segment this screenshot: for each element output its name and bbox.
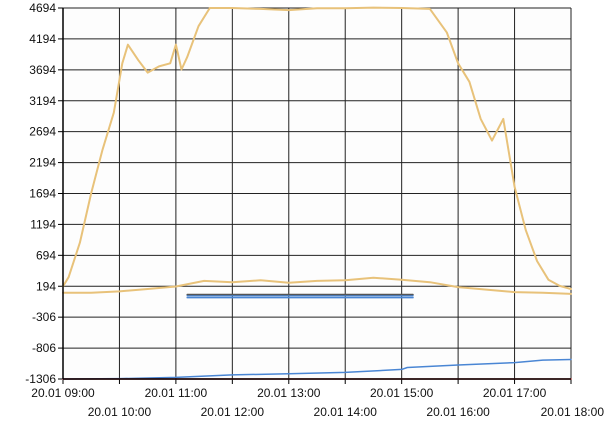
y-tick-label: 3194 — [29, 94, 56, 108]
y-tick-label: 1694 — [29, 187, 56, 201]
grid-lines — [62, 7, 572, 380]
x-tick-label: 20.01 15:00 — [370, 386, 434, 400]
y-tick-label: 4694 — [29, 1, 56, 15]
y-tick-label: 694 — [36, 248, 56, 262]
y-tick-label: 194 — [36, 279, 56, 293]
y-tick-label: -1306 — [25, 372, 56, 386]
y-tick-label: 2694 — [29, 125, 56, 139]
x-tick-label: 20.01 17:00 — [483, 386, 547, 400]
x-tick-label: 20.01 09:00 — [31, 386, 95, 400]
y-tick-label: 3694 — [29, 63, 56, 77]
y-tick-label: 2194 — [29, 156, 56, 170]
x-tick-label: 20.01 13:00 — [257, 386, 321, 400]
y-tick-label: -306 — [32, 310, 56, 324]
x-tick-label: 20.01 10:00 — [88, 405, 152, 419]
y-tick-label: 4194 — [29, 32, 56, 46]
x-axis-ticks: 20.01 09:00 20.01 10:00 20.01 11:00 20.01 1… — [31, 379, 604, 419]
y-axis-ticks: 4694 4194 3694 3194 2694 2194 1694 1194 694 194 -3… — [25, 1, 63, 386]
y-tick-label: 1194 — [30, 217, 56, 231]
x-tick-label: 20.01 18:00 — [541, 405, 605, 419]
y-tick-label: -806 — [32, 341, 56, 355]
series-line — [62, 6, 572, 290]
x-tick-label: 20.01 12:00 — [201, 405, 265, 419]
x-tick-label: 20.01 14:00 — [314, 405, 378, 419]
x-tick-label: 20.01 11:00 — [145, 386, 208, 400]
x-tick-label: 20.01 16:00 — [426, 405, 490, 419]
series-line — [62, 358, 572, 380]
series-line — [62, 276, 572, 295]
